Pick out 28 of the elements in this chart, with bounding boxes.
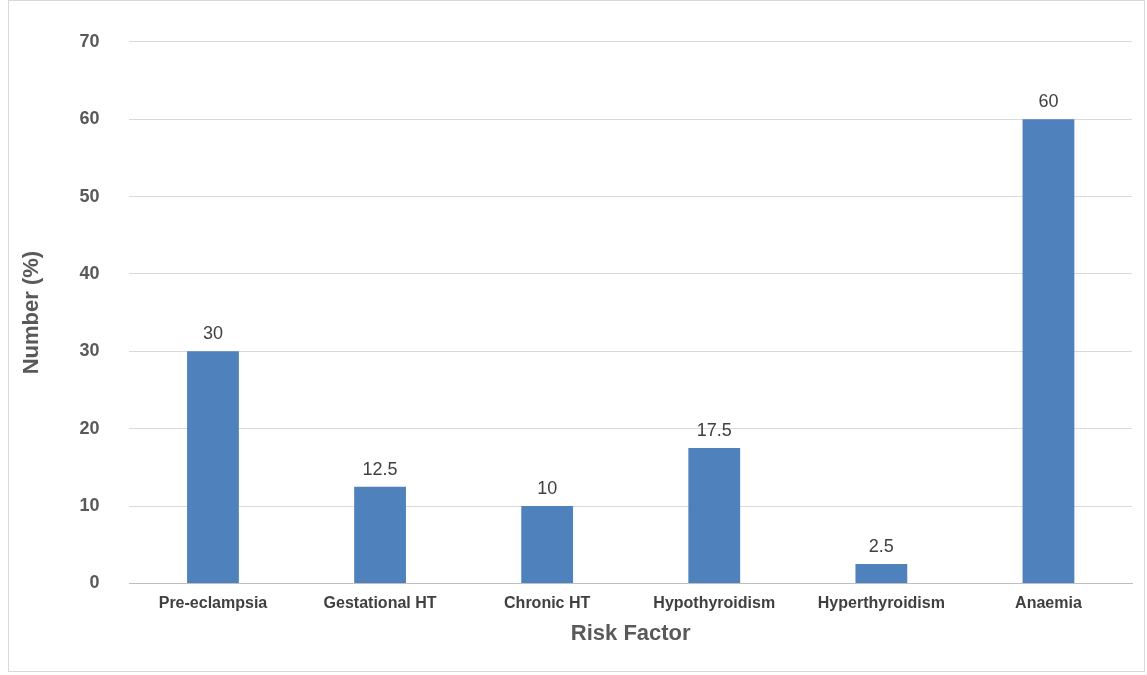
data-label: 2.5 (868, 536, 894, 557)
bar (187, 351, 239, 583)
x-tick-label: Gestational HT (323, 594, 437, 612)
x-tick-label: Chronic HT (504, 594, 591, 612)
y-tick-label: 60 (79, 108, 100, 129)
x-tick-label: Anaemia (1015, 594, 1082, 612)
y-axis-title: Number (%) (18, 250, 44, 375)
data-label: 17.5 (696, 419, 732, 440)
bar (521, 506, 574, 583)
bar (688, 448, 741, 583)
data-label: 12.5 (362, 458, 398, 479)
data-label: 60 (1038, 91, 1059, 112)
bar (354, 486, 406, 583)
y-tick-label: 30 (79, 340, 100, 361)
y-tick-label: 20 (79, 417, 100, 438)
data-label: 10 (537, 478, 558, 498)
x-tick-label: Hypothyroidism (653, 594, 776, 612)
bar (855, 564, 908, 583)
y-tick-label: 10 (79, 495, 100, 515)
y-tick-label: 70 (79, 30, 100, 51)
x-tick-label: Hyperthyroidism (817, 594, 945, 612)
y-tick-label: 40 (79, 262, 100, 283)
data-label: 30 (202, 323, 223, 344)
y-tick-label: 50 (79, 185, 100, 206)
x-axis-title: Risk Factor (570, 619, 692, 645)
x-tick-label: Pre-eclampsia (158, 594, 268, 612)
y-tick-label: 0 (89, 572, 100, 593)
bar (1022, 119, 1075, 583)
